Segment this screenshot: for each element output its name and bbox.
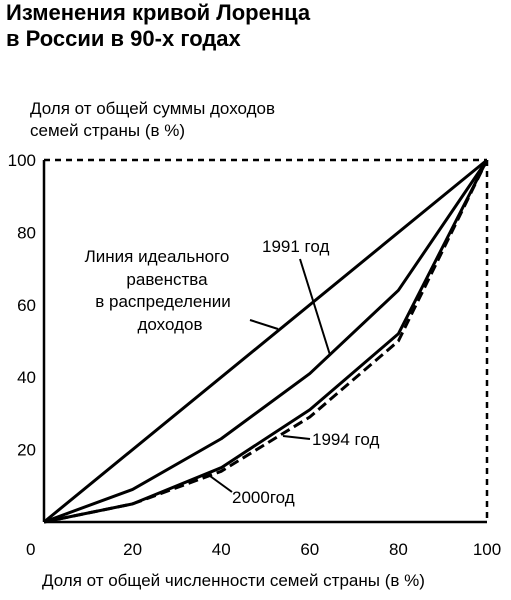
x-axis-label: Доля от общей численности семей страны (…: [42, 571, 425, 590]
x-tick-label: 40: [212, 540, 231, 559]
y-axis-label-line-2: семей страны (в %): [30, 121, 186, 140]
chart-title: Изменения кривой Лоренца в России в 90-х…: [6, 0, 310, 52]
x-tick-label: 20: [123, 540, 142, 559]
annotation-equality-line: доходов: [138, 315, 203, 334]
y-tick-label: 20: [17, 441, 36, 460]
annotation-1994: 1994 год: [312, 430, 379, 449]
x-tick-label: 0: [26, 540, 35, 559]
annotation-equality-line: Линия идеального: [85, 247, 230, 266]
annotation-equality-line: в распределении: [95, 292, 230, 311]
y-tick-label: 40: [17, 368, 36, 387]
annotation-equality: Линия идеального равенства в распределении…: [85, 247, 279, 334]
series-line-1991: [43, 159, 489, 524]
leader-equality: [249, 319, 279, 330]
leader-1991: [299, 258, 331, 356]
leader-2000: [209, 475, 233, 493]
annotation-2000: 2000год: [232, 488, 295, 507]
y-tick-label: 60: [17, 296, 36, 315]
series-line-equality: [43, 158, 488, 524]
leader-1994: [282, 435, 311, 440]
y-axis-label-line-1: Доля от общей суммы доходов: [30, 99, 275, 118]
y-tick-label: 100: [8, 151, 36, 170]
series-line-2000: [43, 159, 489, 524]
chart-title-line-1: Изменения кривой Лоренца: [6, 0, 311, 25]
x-tick-label: 100: [473, 540, 501, 559]
y-tick-label: 80: [17, 223, 36, 242]
y-axis-label: Доля от общей суммы доходов семей страны…: [30, 98, 275, 142]
annotation-equality-line: равенства: [126, 270, 208, 289]
x-tick-label: 80: [389, 540, 408, 559]
chart-title-line-2: в России в 90-х годах: [6, 26, 241, 51]
x-tick-label: 60: [300, 540, 319, 559]
annotation-1991: 1991 год: [262, 237, 329, 256]
